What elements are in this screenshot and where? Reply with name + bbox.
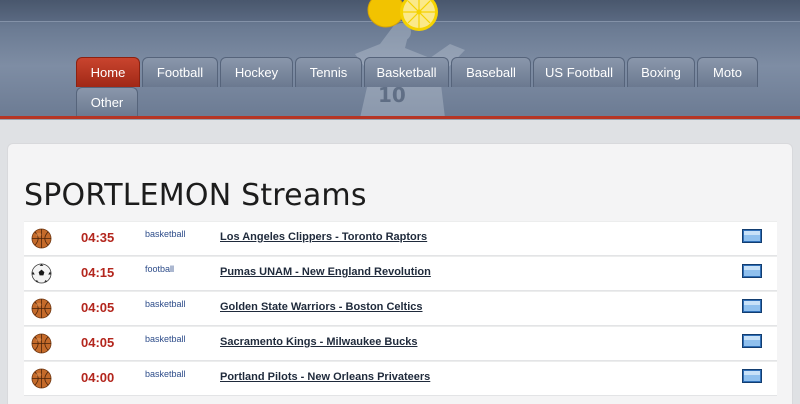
tab-tennis[interactable]: Tennis (295, 57, 362, 87)
event-sport-label: basketball (145, 334, 186, 344)
event-list: 04:35 basketball Los Angeles Clippers - … (24, 221, 777, 396)
tab-moto[interactable]: Moto (697, 57, 758, 87)
basketball-icon (31, 368, 52, 389)
stream-screen-icon[interactable] (742, 264, 762, 278)
tab-football[interactable]: Football (142, 57, 218, 87)
event-match-link[interactable]: Sacramento Kings - Milwaukee Bucks (220, 336, 418, 348)
header-shadow-line (0, 119, 800, 120)
content-panel: SPORTLEMON Streams 04:35 basketball Los … (7, 143, 793, 404)
soccer-ball-icon (31, 263, 52, 284)
stream-screen-icon[interactable] (742, 334, 762, 348)
tab-us-football[interactable]: US Football (533, 57, 625, 87)
stream-screen-icon[interactable] (742, 299, 762, 313)
event-row[interactable]: 04:35 basketball Los Angeles Clippers - … (24, 221, 777, 256)
event-match-link[interactable]: Portland Pilots - New Orleans Privateers (220, 371, 431, 383)
tab-baseball[interactable]: Baseball (451, 57, 531, 87)
event-row[interactable]: 04:05 basketball Golden State Warriors -… (24, 291, 777, 326)
event-sport-label: football (145, 264, 175, 274)
event-match-link[interactable]: Los Angeles Clippers - Toronto Raptors (220, 231, 428, 243)
event-sport-label: basketball (145, 299, 186, 309)
tab-home[interactable]: Home (76, 57, 140, 87)
event-time: 04:15 (81, 265, 115, 280)
tab-basketball[interactable]: Basketball (364, 57, 449, 87)
tab-other[interactable]: Other (76, 87, 138, 117)
svg-text:10: 10 (378, 83, 406, 107)
event-sport-label: basketball (145, 369, 186, 379)
event-row[interactable]: 04:15 football Pumas UNAM - New England … (24, 256, 777, 291)
header-accent-line (0, 116, 800, 119)
event-row[interactable]: 04:00 basketball Portland Pilots - New O… (24, 361, 777, 396)
basketball-icon (31, 333, 52, 354)
event-time: 04:05 (81, 335, 115, 350)
basketball-icon (31, 298, 52, 319)
event-time: 04:35 (81, 230, 115, 245)
event-match-link[interactable]: Golden State Warriors - Boston Celtics (220, 301, 423, 313)
event-time: 04:05 (81, 300, 115, 315)
basketball-icon (31, 228, 52, 249)
stream-screen-icon[interactable] (742, 369, 762, 383)
lemon-logo-icon[interactable] (364, 0, 444, 36)
event-match-link[interactable]: Pumas UNAM - New England Revolution (220, 266, 431, 278)
event-sport-label: basketball (145, 229, 186, 239)
tab-boxing[interactable]: Boxing (627, 57, 695, 87)
site-header: 10 Home Football Hockey Tennis Basketbal… (0, 0, 800, 120)
tab-hockey[interactable]: Hockey (220, 57, 293, 87)
page-title: SPORTLEMON Streams (24, 178, 367, 213)
stream-screen-icon[interactable] (742, 229, 762, 243)
event-row[interactable]: 04:05 basketball Sacramento Kings - Milw… (24, 326, 777, 361)
event-time: 04:00 (81, 370, 115, 385)
